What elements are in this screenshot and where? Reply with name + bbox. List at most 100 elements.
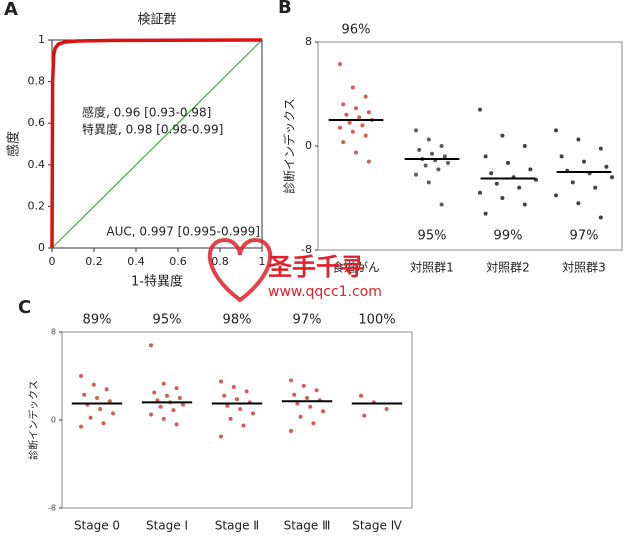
watermark-title: 圣手千寻 bbox=[268, 253, 364, 281]
y-tick-label: -8 bbox=[48, 504, 56, 513]
x-tick-label: Stage Ⅰ bbox=[146, 519, 188, 533]
x-tick-label: Stage Ⅲ bbox=[284, 519, 331, 533]
data-point bbox=[436, 167, 441, 172]
data-point bbox=[439, 202, 444, 207]
annotation: 感度, 0.96 [0.93-0.98] bbox=[82, 105, 211, 120]
percent-label: 95% bbox=[418, 229, 447, 244]
data-point bbox=[298, 414, 303, 419]
data-point bbox=[305, 396, 309, 400]
data-point bbox=[158, 404, 163, 409]
percent-label: 99% bbox=[494, 229, 523, 244]
chart-title: 検証群 bbox=[137, 13, 176, 28]
roc-curve bbox=[50, 38, 263, 249]
plot-frame bbox=[61, 331, 413, 509]
x-tick-label: 0.8 bbox=[211, 255, 229, 268]
data-point bbox=[528, 167, 533, 172]
data-point bbox=[357, 115, 362, 120]
x-tick-label: 0.4 bbox=[127, 255, 145, 268]
data-point bbox=[181, 402, 185, 407]
data-point bbox=[98, 407, 103, 411]
watermark-url: www.qqcc1.com bbox=[268, 284, 382, 300]
data-point bbox=[384, 407, 389, 411]
annotation: AUC, 0.997 [0.995-0.999] bbox=[106, 225, 260, 239]
data-point bbox=[244, 389, 249, 394]
data-point bbox=[338, 125, 342, 130]
percent-label: 100% bbox=[358, 313, 395, 328]
data-point bbox=[341, 102, 346, 107]
data-point bbox=[301, 383, 306, 388]
y-axis-label: 診断インデックス bbox=[282, 98, 297, 194]
data-point bbox=[161, 416, 166, 421]
data-point bbox=[149, 343, 153, 348]
data-point bbox=[101, 421, 106, 426]
y-tick-label: 0 bbox=[38, 241, 45, 254]
percent-label: 96% bbox=[342, 23, 371, 38]
x-tick-label: 対照群2 bbox=[486, 261, 530, 275]
data-point bbox=[363, 94, 368, 99]
data-point bbox=[522, 144, 527, 148]
data-point bbox=[522, 202, 527, 207]
data-point bbox=[225, 403, 230, 408]
data-point bbox=[235, 397, 239, 402]
data-point bbox=[582, 159, 586, 164]
data-point bbox=[79, 374, 83, 378]
x-axis-label: 1-特異度 bbox=[131, 274, 183, 290]
data-point bbox=[483, 154, 488, 159]
x-tick-label: 0 bbox=[49, 255, 56, 268]
data-point bbox=[165, 393, 169, 398]
x-tick-label: 対照群1 bbox=[410, 261, 454, 275]
data-point bbox=[554, 193, 558, 198]
percent-label: 89% bbox=[83, 313, 112, 328]
data-point bbox=[604, 164, 609, 169]
data-point bbox=[446, 160, 450, 165]
x-tick-label: 対照群3 bbox=[562, 261, 606, 275]
data-point bbox=[111, 411, 115, 416]
data-point bbox=[442, 154, 447, 159]
data-point bbox=[338, 62, 342, 67]
data-point bbox=[95, 396, 99, 400]
data-point bbox=[570, 180, 575, 185]
data-point bbox=[354, 106, 358, 111]
data-point bbox=[598, 146, 603, 151]
data-point bbox=[341, 140, 346, 145]
data-point bbox=[500, 196, 505, 200]
data-point bbox=[289, 429, 293, 433]
data-point bbox=[88, 415, 93, 420]
y-tick-label: 0.6 bbox=[28, 116, 46, 129]
y-axis-label: 感度 bbox=[6, 131, 22, 157]
data-point bbox=[107, 399, 112, 404]
data-point bbox=[104, 387, 109, 392]
data-point bbox=[152, 390, 157, 395]
data-point bbox=[414, 172, 418, 177]
percent-label: 98% bbox=[223, 313, 252, 328]
data-point bbox=[231, 385, 236, 389]
percent-label: 97% bbox=[570, 229, 599, 244]
data-point bbox=[251, 411, 255, 416]
data-point bbox=[321, 409, 325, 414]
data-point bbox=[161, 381, 166, 386]
panel-letter: C bbox=[18, 297, 31, 318]
data-point bbox=[354, 150, 358, 155]
data-point bbox=[439, 144, 444, 148]
panel-letter: B bbox=[278, 0, 292, 18]
data-point bbox=[308, 404, 313, 409]
data-point bbox=[311, 421, 316, 426]
data-point bbox=[478, 190, 482, 195]
x-tick-label: Stage Ⅱ bbox=[215, 519, 259, 533]
annotation: 特異度, 0.98 [0.98-0.99] bbox=[82, 122, 223, 137]
data-point bbox=[500, 133, 505, 138]
data-point bbox=[506, 160, 510, 165]
y-tick-label: -8 bbox=[301, 243, 312, 256]
data-point bbox=[174, 422, 179, 427]
data-point bbox=[292, 392, 297, 397]
data-point bbox=[576, 137, 581, 142]
data-point bbox=[177, 396, 182, 400]
data-point bbox=[423, 163, 428, 168]
data-point bbox=[238, 407, 243, 411]
data-point bbox=[149, 412, 153, 417]
watermark-heart bbox=[207, 237, 273, 303]
data-point bbox=[414, 128, 418, 133]
data-point bbox=[222, 393, 227, 398]
data-point bbox=[174, 386, 179, 391]
